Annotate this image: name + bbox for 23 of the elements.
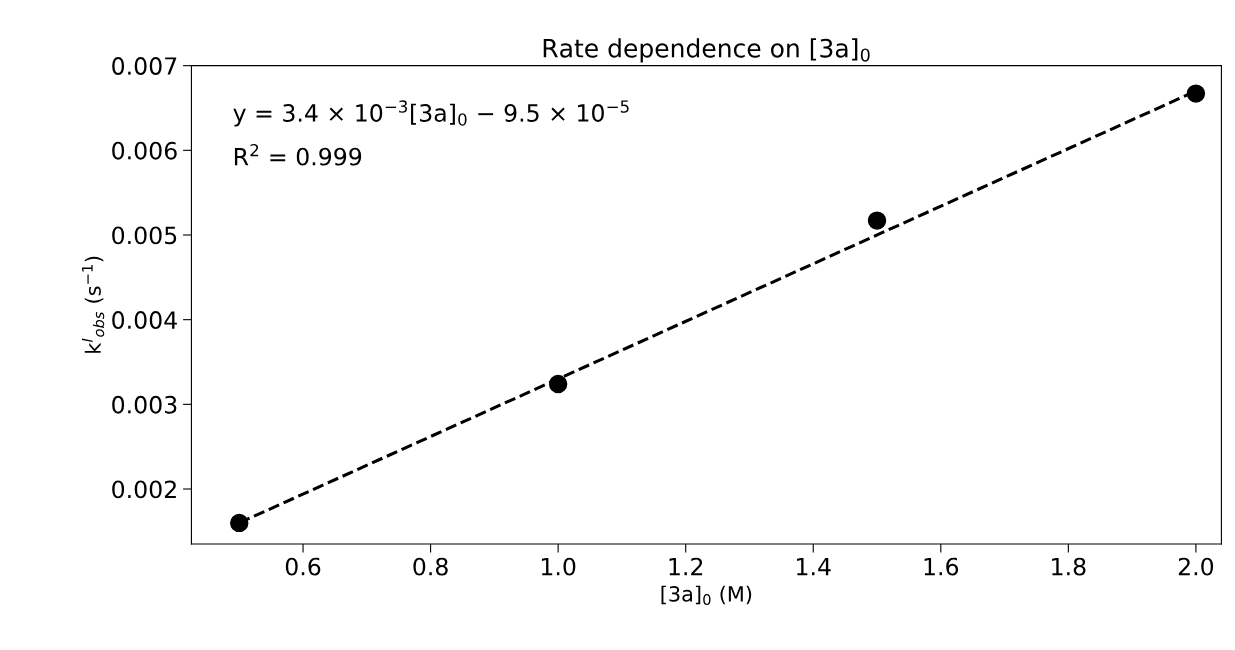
- y-tick-label: 0.003: [112, 395, 177, 414]
- y-tick-label: 0.005: [112, 226, 177, 245]
- annotation: R$^{2}$ = 0.999: [234, 143, 362, 166]
- x-tick-label: 1.6: [924, 557, 959, 576]
- chart-title: Rate dependence on [3a]$_{0}$: [543, 38, 870, 63]
- y-axis-title: k$^{I}$$_{obs}$ (s$^{−1}$): [82, 256, 105, 353]
- y-tick-label: 0.006: [112, 141, 177, 160]
- point: [230, 513, 249, 533]
- point: [1186, 84, 1206, 103]
- x-tick-label: 0.8: [413, 557, 448, 576]
- point: [867, 211, 887, 230]
- x-tick-label: 2.0: [1178, 557, 1214, 576]
- x-tick-label: 0.6: [285, 557, 321, 576]
- x-tick-label: 1.4: [797, 557, 831, 576]
- y-tick-label: 0.002: [112, 480, 176, 499]
- x-tick-label: 1.2: [669, 557, 703, 576]
- y-tick-label: 0.007: [112, 57, 177, 75]
- x-axis-title: [3a]$_{0}$ (M): [661, 585, 752, 606]
- y-tick-label: 0.004: [112, 311, 177, 329]
- x-tick-label: 1.8: [1052, 557, 1086, 576]
- annotation: y = 3.4 × 10$^{−3}$[3a]$_{0}$ − 9.5 × 10$^{−5}$: [233, 100, 629, 127]
- point: [548, 374, 568, 394]
- x-tick-label: 1.0: [541, 557, 576, 576]
